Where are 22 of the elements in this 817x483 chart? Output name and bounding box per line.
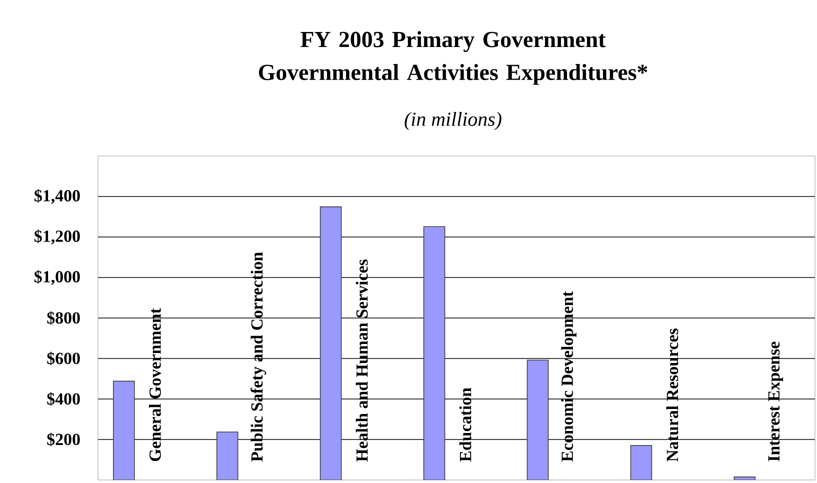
x-tick-label: Natural Resources — [666, 328, 678, 462]
y-tick-label: $1,200 — [34, 230, 80, 244]
x-tick-label: General Government — [148, 308, 161, 462]
bar — [320, 206, 342, 480]
chart-title: FY 2003 Primary Government Governmental Activities Expenditures* — [258, 31, 648, 85]
bar — [526, 360, 549, 480]
x-tick-label: Education — [459, 388, 472, 462]
x-tick-label: Health and Human Services — [356, 260, 368, 462]
y-tick-label: $200 — [47, 432, 80, 446]
bar — [112, 380, 135, 480]
x-tick-label: Public Safety and Correction — [250, 252, 266, 462]
y-tick-label: $600 — [47, 352, 80, 366]
bar — [423, 226, 446, 480]
bar — [216, 432, 238, 480]
y-tick-label: $800 — [47, 311, 80, 325]
y-tick-label: $400 — [47, 392, 80, 406]
chart-subtitle: (in millions) — [404, 112, 502, 130]
y-tick-label: $1,000 — [34, 270, 80, 285]
x-tick-label: Interest Expense — [768, 342, 784, 462]
bar — [630, 445, 652, 480]
y-tick-label: $1,400 — [34, 189, 80, 204]
x-tick-label: Economic Development — [561, 291, 576, 462]
